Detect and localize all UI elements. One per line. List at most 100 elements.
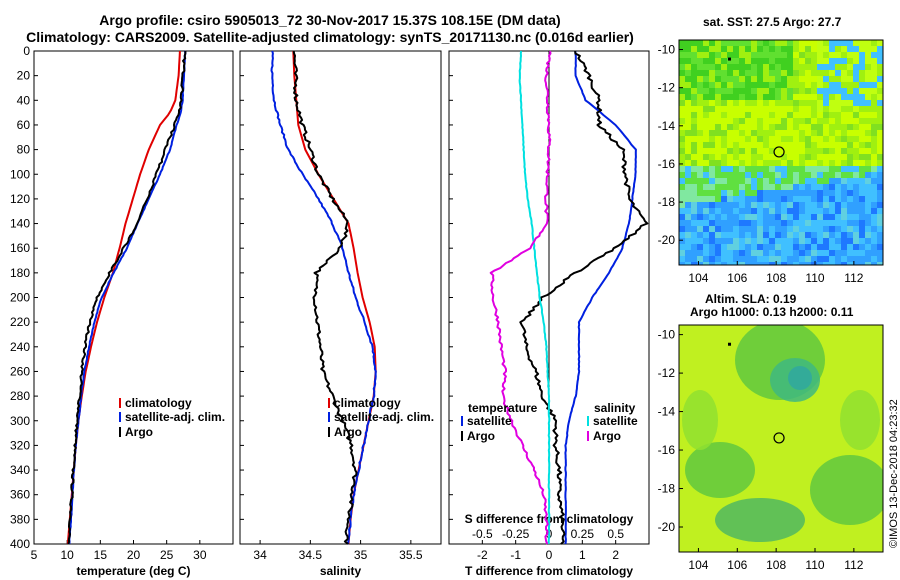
sst-pixel — [823, 46, 829, 52]
sst-pixel — [847, 178, 853, 184]
sst-pixel — [679, 232, 685, 238]
sst-pixel — [871, 184, 877, 190]
sst-pixel — [835, 64, 841, 70]
sst-pixel — [691, 94, 697, 100]
sst-pixel — [811, 94, 817, 100]
sst-pixel — [733, 238, 739, 244]
sst-pixel — [733, 124, 739, 130]
sst-pixel — [805, 124, 811, 130]
sst-pixel — [787, 178, 793, 184]
sst-pixel — [697, 76, 703, 82]
sst-pixel — [679, 118, 685, 124]
sst-pixel — [745, 208, 751, 214]
sst-pixel — [751, 64, 757, 70]
sst-pixel — [769, 196, 775, 202]
sst-pixel — [757, 118, 763, 124]
sst-pixel — [811, 70, 817, 76]
sst-pixel — [685, 256, 691, 262]
sst-pixel — [835, 238, 841, 244]
sst-pixel — [841, 238, 847, 244]
sst-pixel — [847, 70, 853, 76]
sst-pixel — [811, 124, 817, 130]
sst-pixel — [787, 208, 793, 214]
sst-pixel — [745, 124, 751, 130]
sst-pixel — [859, 88, 865, 94]
sst-pixel — [817, 244, 823, 250]
sst-pixel — [763, 250, 769, 256]
sst-pixel — [859, 94, 865, 100]
sst-pixel — [763, 82, 769, 88]
sst-pixel — [847, 88, 853, 94]
sst-pixel — [829, 202, 835, 208]
sst-pixel — [691, 166, 697, 172]
sst-pixel — [769, 142, 775, 148]
sst-pixel — [721, 100, 727, 106]
sst-pixel — [793, 58, 799, 64]
sst-pixel — [709, 148, 715, 154]
sst-pixel — [733, 82, 739, 88]
sst-pixel — [781, 94, 787, 100]
sst-pixel — [757, 88, 763, 94]
difference-legend-salinity-heading: salinity — [594, 401, 636, 415]
sst-pixel — [685, 124, 691, 130]
sst-pixel — [841, 136, 847, 142]
sst-pixel — [691, 184, 697, 190]
sst-pixel — [793, 94, 799, 100]
sst-pixel — [853, 262, 859, 265]
sst-pixel — [751, 52, 757, 58]
sla-map-argo-marker — [773, 432, 785, 444]
sst-pixel — [805, 244, 811, 250]
sst-pixel — [691, 226, 697, 232]
sst-pixel — [697, 190, 703, 196]
sst-pixel — [841, 64, 847, 70]
sst-pixel — [817, 106, 823, 112]
sst-pixel — [841, 100, 847, 106]
sst-pixel — [775, 58, 781, 64]
sst-pixel — [877, 46, 883, 52]
sst-pixel — [853, 76, 859, 82]
temperature-legend-label: satellite-adj. clim. — [125, 410, 225, 424]
sst-pixel — [859, 178, 865, 184]
sst-pixel — [823, 64, 829, 70]
sst-pixel — [769, 130, 775, 136]
sst-pixel — [691, 202, 697, 208]
sst-pixel — [703, 220, 709, 226]
sst-pixel — [793, 130, 799, 136]
sst-pixel — [871, 256, 877, 262]
sst-pixel — [775, 262, 781, 265]
sst-pixel — [811, 118, 817, 124]
sst-pixel — [859, 226, 865, 232]
sst-pixel — [769, 124, 775, 130]
sst-map-argo-marker — [773, 146, 785, 158]
sst-pixel — [835, 70, 841, 76]
sst-pixel — [859, 106, 865, 112]
sst-pixel — [715, 136, 721, 142]
sst-pixel — [685, 100, 691, 106]
sst-pixel — [847, 100, 853, 106]
sst-pixel — [793, 70, 799, 76]
sst-pixel — [829, 232, 835, 238]
sst-pixel — [877, 142, 883, 148]
sst-pixel — [823, 58, 829, 64]
sst-pixel — [775, 100, 781, 106]
sst-pixel — [715, 40, 721, 46]
sst-pixel — [721, 70, 727, 76]
sst-map-frame — [678, 39, 884, 266]
sst-pixel — [781, 220, 787, 226]
sst-pixel — [685, 184, 691, 190]
sst-pixel — [709, 100, 715, 106]
sst-pixel — [859, 40, 865, 46]
sst-pixel — [697, 136, 703, 142]
sst-pixel — [835, 94, 841, 100]
sst-pixel — [691, 82, 697, 88]
sst-pixel — [799, 94, 805, 100]
sst-pixel — [733, 196, 739, 202]
salinity-xtick-label: 35 — [354, 548, 368, 562]
sst-pixel — [715, 154, 721, 160]
sst-pixel — [739, 148, 745, 154]
sst-pixel — [697, 112, 703, 118]
difference-legend-sal-label: Argo — [593, 429, 621, 443]
sst-pixel — [703, 88, 709, 94]
sst-pixel — [685, 94, 691, 100]
sst-pixel — [847, 40, 853, 46]
